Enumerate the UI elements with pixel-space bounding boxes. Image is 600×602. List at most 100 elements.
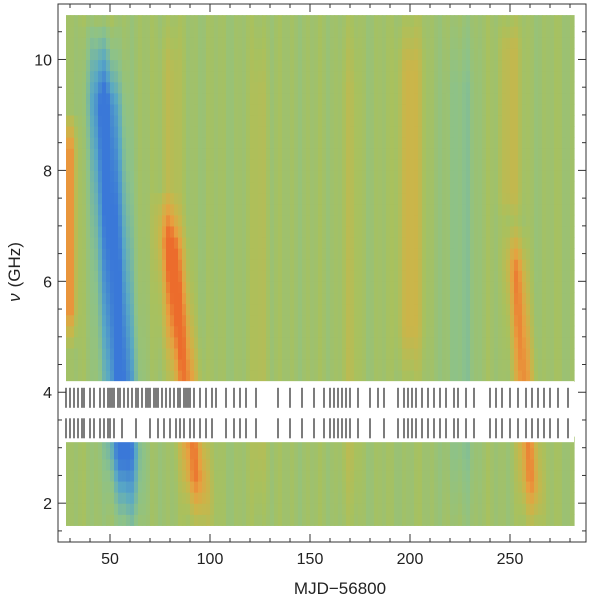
heatmap-cell <box>114 214 119 227</box>
heatmap-cell <box>314 181 319 194</box>
heatmap-cell <box>526 303 531 316</box>
heatmap-cell <box>490 148 495 160</box>
heatmap-cell <box>94 370 99 382</box>
heatmap-cell <box>190 148 195 160</box>
heatmap-cell <box>230 248 235 260</box>
heatmap-cell <box>246 137 251 149</box>
heatmap-cell <box>150 114 155 127</box>
heatmap-cell <box>338 37 343 49</box>
heatmap-cell <box>298 292 303 305</box>
heatmap-cell <box>422 270 427 282</box>
heatmap-cell <box>218 292 223 305</box>
heatmap-cell <box>414 469 419 482</box>
heatmap-cell <box>154 37 159 49</box>
heatmap-cell <box>158 469 163 482</box>
heatmap-cell <box>502 181 507 194</box>
heatmap-cell <box>350 148 355 160</box>
heatmap-cell <box>298 81 303 94</box>
heatmap-cell <box>474 15 479 27</box>
heatmap-cell <box>330 492 335 504</box>
heatmap-cell <box>106 92 111 105</box>
heatmap-cell <box>74 170 79 183</box>
heatmap-cell <box>186 192 191 205</box>
heatmap-cell <box>370 292 375 305</box>
heatmap-cell <box>186 159 191 171</box>
heatmap-cell <box>342 458 347 471</box>
heatmap-cell <box>254 292 259 305</box>
heatmap-cell <box>66 159 71 171</box>
heatmap-cell <box>466 181 471 194</box>
heatmap-cell <box>518 159 523 171</box>
heatmap-cell <box>406 148 411 160</box>
heatmap-cell <box>254 103 259 116</box>
heatmap-cell <box>522 347 527 360</box>
heatmap-cell <box>410 358 415 371</box>
heatmap-cell <box>550 159 555 171</box>
heatmap-cell <box>178 192 183 205</box>
heatmap-cell <box>510 214 515 227</box>
heatmap-cell <box>402 37 407 49</box>
heatmap-cell <box>518 26 523 38</box>
heatmap-cell <box>438 225 443 238</box>
heatmap-cell <box>174 70 179 83</box>
heatmap-cell <box>406 303 411 316</box>
heatmap-cell <box>418 358 423 371</box>
heatmap-cell <box>186 225 191 238</box>
heatmap-cell <box>490 370 495 382</box>
heatmap-cell <box>526 148 531 160</box>
heatmap-cell <box>166 148 171 160</box>
heatmap-cell <box>354 336 359 349</box>
heatmap-cell <box>78 492 83 504</box>
heatmap-cell <box>90 248 95 260</box>
heatmap-cell <box>114 514 119 526</box>
heatmap-cell <box>494 81 499 94</box>
heatmap-cell <box>486 159 491 171</box>
heatmap-cell <box>518 259 523 271</box>
heatmap-cell <box>418 26 423 38</box>
heatmap-cell <box>246 103 251 116</box>
heatmap-cell <box>142 325 147 338</box>
heatmap-cell <box>454 469 459 482</box>
heatmap-cell <box>490 292 495 305</box>
heatmap-cell <box>66 314 71 327</box>
heatmap-cell <box>314 48 319 61</box>
heatmap-cell <box>138 236 143 249</box>
heatmap-cell <box>534 26 539 38</box>
heatmap-cell <box>230 148 235 160</box>
heatmap-cell <box>530 303 535 316</box>
heatmap-cell <box>66 480 71 493</box>
heatmap-cell <box>274 480 279 493</box>
heatmap-cell <box>186 314 191 327</box>
heatmap-cell <box>198 248 203 260</box>
heatmap-cell <box>546 270 551 282</box>
heatmap-cell <box>478 325 483 338</box>
heatmap-cell <box>226 225 231 238</box>
heatmap-cell <box>178 325 183 338</box>
heatmap-cell <box>266 92 271 105</box>
heatmap-cell <box>334 325 339 338</box>
heatmap-cell <box>354 37 359 49</box>
heatmap-cell <box>466 458 471 471</box>
heatmap-cell <box>118 492 123 504</box>
heatmap-cell <box>162 314 167 327</box>
heatmap-cell <box>238 37 243 49</box>
heatmap-cell <box>406 37 411 49</box>
heatmap-cell <box>430 314 435 327</box>
heatmap-cell <box>474 492 479 504</box>
heatmap-cell <box>354 248 359 260</box>
heatmap-cell <box>306 181 311 194</box>
heatmap-cell <box>354 48 359 61</box>
heatmap-cell <box>434 436 439 449</box>
heatmap-cell <box>438 314 443 327</box>
heatmap-cell <box>290 92 295 105</box>
heatmap-cell <box>202 436 207 449</box>
heatmap-cell <box>262 248 267 260</box>
heatmap-cell <box>418 370 423 382</box>
heatmap-cell <box>482 48 487 61</box>
heatmap-cell <box>322 458 327 471</box>
heatmap-cell <box>78 480 83 493</box>
heatmap-cell <box>174 192 179 205</box>
heatmap-cell <box>394 469 399 482</box>
heatmap-cell <box>130 248 135 260</box>
heatmap-cell <box>138 70 143 83</box>
